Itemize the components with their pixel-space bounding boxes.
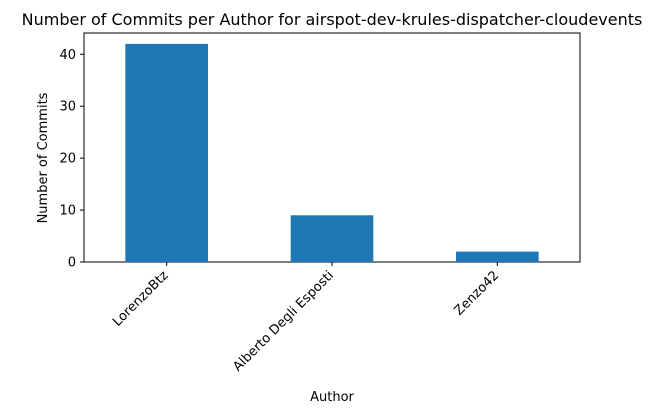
bar-lorenzobtz	[125, 43, 208, 263]
bars-group	[125, 43, 539, 263]
y-axis: 0 10 20 30 40	[59, 48, 84, 271]
bar-zenzo42	[456, 251, 539, 262]
x-axis: LorenzoBtz Alberto Degli Esposti Zenzo42	[110, 262, 502, 375]
x-tick-label: LorenzoBtz	[110, 268, 172, 330]
y-tick-label: 20	[59, 152, 76, 167]
y-axis-label: Number of Commits	[36, 92, 51, 223]
x-axis-label: Author	[310, 390, 354, 405]
x-tick-label: Zenzo42	[452, 268, 503, 319]
bar-alberto-degli-esposti	[290, 215, 374, 262]
chart-title: Number of Commits per Author for airspot…	[22, 10, 643, 29]
y-tick-label: 0	[68, 256, 76, 271]
x-tick-label: Alberto Degli Esposti	[230, 268, 336, 374]
y-tick-label: 10	[59, 204, 76, 219]
y-tick-label: 40	[59, 48, 76, 63]
y-tick-label: 30	[59, 100, 76, 115]
